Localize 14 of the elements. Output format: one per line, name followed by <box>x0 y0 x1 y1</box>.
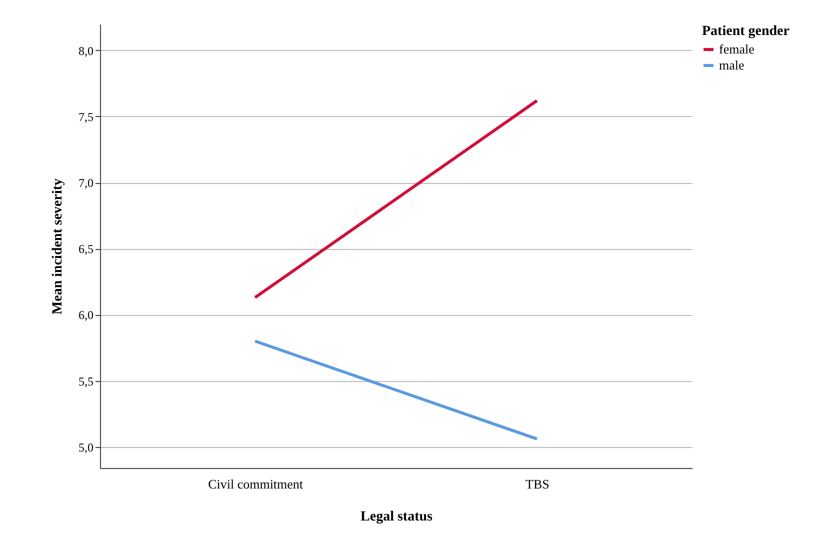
y-tick-label: 5,5 <box>78 374 94 388</box>
y-tick-label: 8,0 <box>78 44 94 58</box>
y-tick-label: 6,0 <box>78 308 94 322</box>
y-tick-label: 7,5 <box>78 110 94 124</box>
legend-label: male <box>719 58 744 72</box>
x-tick-label: Civil commitment <box>208 476 304 492</box>
x-tick-label: TBS <box>526 476 550 492</box>
y-tick-label: 5,0 <box>78 440 94 454</box>
y-axis-title: Mean incident severity <box>50 178 66 315</box>
legend-label: female <box>719 42 755 56</box>
y-tick-label: 6,5 <box>78 242 94 256</box>
y-tick-label: 7,0 <box>78 176 94 190</box>
x-axis-title: Legal status <box>360 510 434 524</box>
legend-title: Patient gender <box>702 24 790 39</box>
